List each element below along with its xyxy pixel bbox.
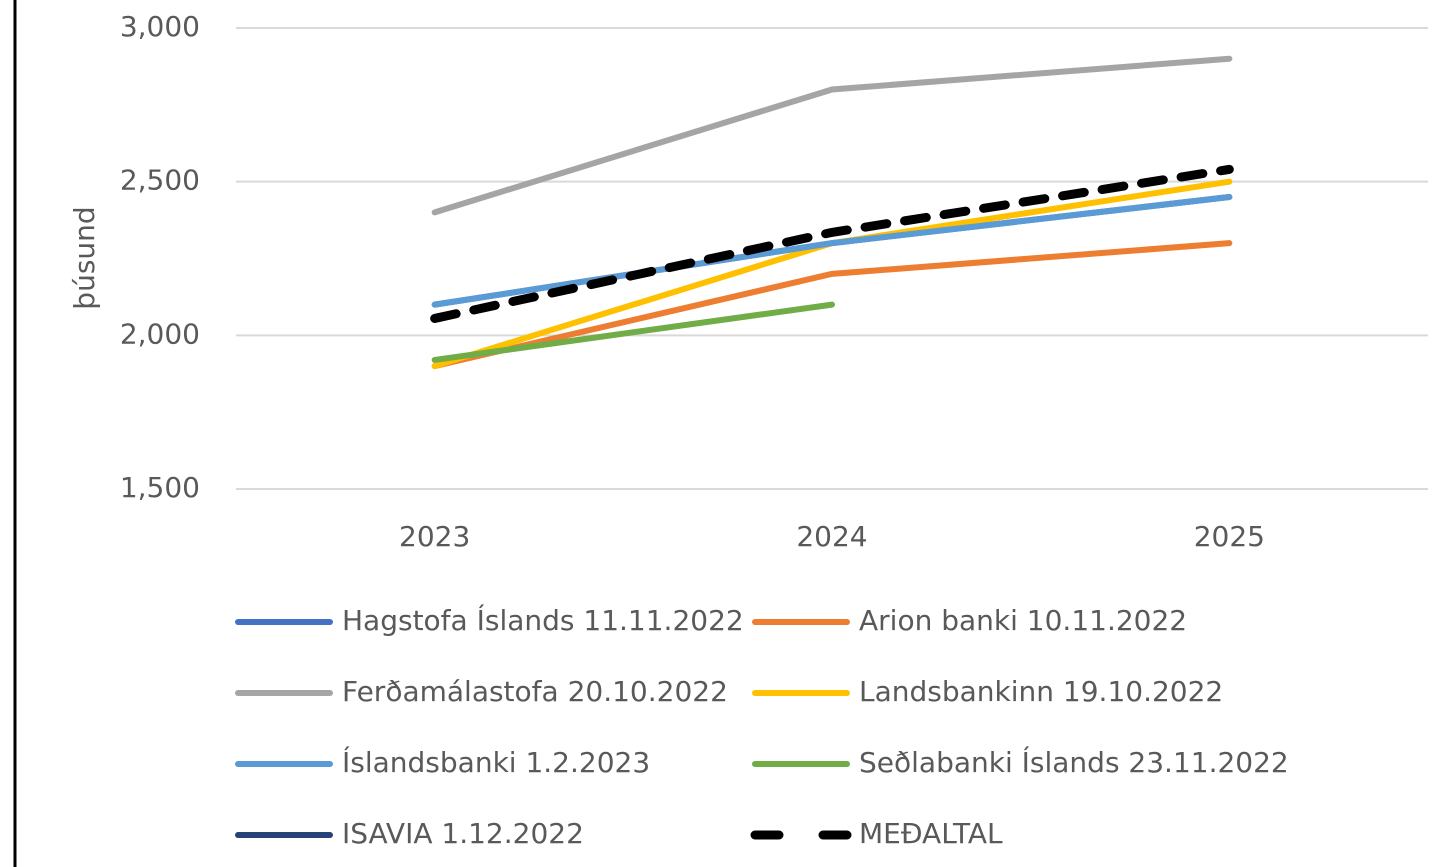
legend-label: Landsbankinn 19.10.2022 <box>859 675 1223 708</box>
legend-label: MEÐALTAL <box>859 817 1003 850</box>
legend-label: Arion banki 10.11.2022 <box>859 604 1187 637</box>
x-tick-label: 2023 <box>399 520 470 553</box>
legend-label: Ferðamálastofa 20.10.2022 <box>342 675 728 708</box>
y-tick-label: 2,500 <box>120 164 200 197</box>
y-axis-label: þúsund <box>68 206 101 309</box>
legend-label: Hagstofa Íslands 11.11.2022 <box>342 603 744 637</box>
x-tick-label: 2025 <box>1194 520 1265 553</box>
series-line <box>431 240 1233 370</box>
series-line <box>431 55 1233 216</box>
legend-label: Seðlabanki Íslands 23.11.2022 <box>859 745 1289 779</box>
y-tick-label: 1,500 <box>120 471 200 504</box>
y-tick-label: 2,000 <box>120 317 200 350</box>
y-tick-label: 3,000 <box>120 10 200 43</box>
series-line <box>430 164 1234 323</box>
legend-label: ISAVIA 1.12.2022 <box>342 817 584 850</box>
series-line <box>431 301 835 363</box>
x-tick-label: 2024 <box>796 520 867 553</box>
legend-label: Íslandsbanki 1.2.2023 <box>342 745 650 779</box>
series-line <box>431 194 1233 308</box>
